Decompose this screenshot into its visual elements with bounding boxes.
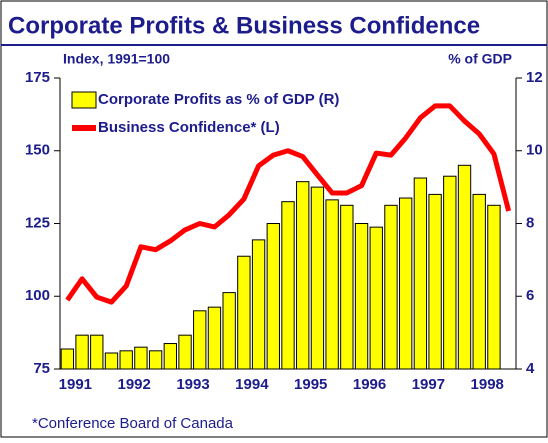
bar <box>354 223 369 370</box>
legend-label: Business Confidence* (L) <box>98 119 280 136</box>
bar <box>443 175 457 370</box>
bar <box>104 352 119 370</box>
y2-tick-label: 8 <box>526 214 534 231</box>
x-tick-label: 1992 <box>118 376 151 393</box>
y2-tick-label: 4 <box>526 360 535 377</box>
bar <box>222 292 236 370</box>
bar <box>163 343 178 370</box>
bar <box>60 348 75 370</box>
y-tick-label: 175 <box>25 69 50 86</box>
bar <box>472 193 486 370</box>
bar <box>310 186 325 370</box>
bar <box>325 199 339 370</box>
bar <box>266 223 280 370</box>
y-tick-label: 100 <box>25 287 50 304</box>
x-tick-label: 1996 <box>353 376 386 393</box>
bar <box>369 226 383 370</box>
y-axis-label: Index, 1991=100 <box>63 51 170 67</box>
y2-tick-label: 12 <box>526 69 543 86</box>
legend-label: Corporate Profits as % of GDP (R) <box>98 91 339 108</box>
x-tick-label: 1991 <box>59 376 92 393</box>
bar <box>384 204 398 370</box>
bar <box>428 193 442 370</box>
legend-swatch <box>71 91 97 109</box>
bar <box>90 334 104 370</box>
bar <box>398 197 413 370</box>
y-tick-label: 150 <box>25 142 50 159</box>
bar <box>178 334 192 370</box>
bar <box>457 164 472 370</box>
bar <box>413 177 428 370</box>
bar <box>487 204 501 370</box>
y2-axis-label: % of GDP <box>448 51 512 67</box>
bar <box>207 306 222 370</box>
y2-tick-label: 10 <box>526 142 543 159</box>
bar <box>193 310 207 370</box>
y-tick-label: 75 <box>33 360 50 377</box>
x-tick-label: 1997 <box>412 376 445 393</box>
bar <box>75 334 89 370</box>
bar <box>296 181 310 370</box>
bar <box>119 350 133 370</box>
bar <box>251 239 266 370</box>
bar <box>237 255 251 370</box>
x-tick-label: 1995 <box>294 376 327 393</box>
bar <box>340 204 354 370</box>
x-tick-label: 1993 <box>176 376 209 393</box>
line <box>65 103 512 305</box>
bar <box>148 350 163 370</box>
x-tick-label: 1998 <box>471 376 504 393</box>
footnote: *Conference Board of Canada <box>32 415 234 432</box>
y-tick-label: 125 <box>25 214 50 231</box>
x-tick-label: 1994 <box>235 376 269 393</box>
chart-title: Corporate Profits & Business Confidence <box>8 12 480 39</box>
bar <box>281 201 295 370</box>
y2-tick-label: 6 <box>526 287 534 304</box>
bar <box>134 346 148 370</box>
